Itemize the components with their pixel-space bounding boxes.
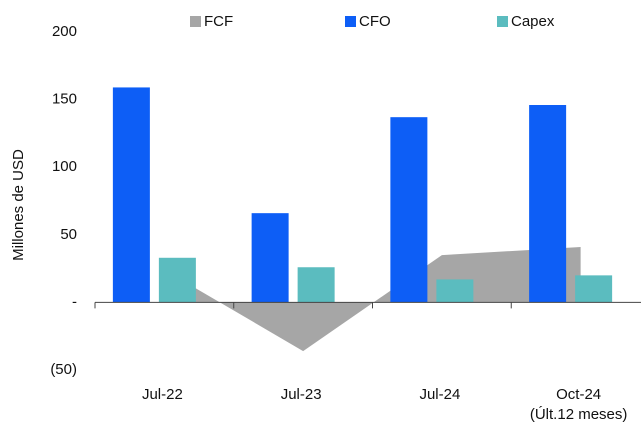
x-tick-label: Jul-22: [142, 386, 183, 403]
bar: [436, 279, 474, 303]
bar: [158, 257, 196, 303]
y-tick-label: 50: [60, 226, 77, 243]
x-tick-label-line: Oct-24: [556, 386, 601, 403]
y-tick-label: (50): [50, 361, 77, 378]
legend-swatch: [190, 16, 201, 27]
legend-label: FCF: [204, 13, 233, 30]
legend-swatch: [345, 16, 356, 27]
x-tick-label: Jul-24: [419, 386, 460, 403]
bar: [251, 213, 289, 303]
x-tick-label: Jul-23: [281, 386, 322, 403]
y-tick-label: -: [72, 293, 77, 310]
bar: [390, 117, 428, 303]
legend-label: Capex: [511, 13, 555, 30]
y-tick-label: 150: [52, 91, 77, 108]
y-tick-label: 100: [52, 158, 77, 175]
y-tick-label: 200: [52, 23, 77, 40]
y-axis-label: Millones de USD: [10, 149, 27, 261]
bar: [529, 105, 567, 303]
legend-label: CFO: [359, 13, 391, 30]
bar: [297, 267, 335, 303]
legend-swatch: [497, 16, 508, 27]
bar: [112, 87, 150, 303]
x-tick-label: Oct-24 (Últ.12 meses): [530, 386, 628, 423]
x-tick-label-line: (Últ.12 meses): [530, 406, 628, 423]
bar: [575, 275, 613, 303]
area: [164, 246, 581, 352]
